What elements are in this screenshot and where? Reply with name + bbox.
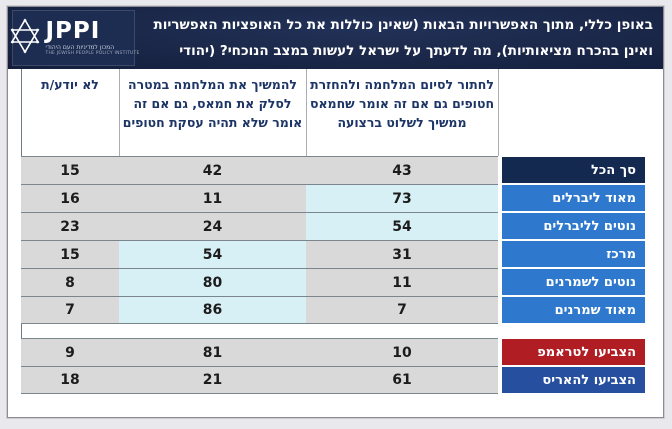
table-row: 7 86 7 מאוד שמרנים [8, 296, 663, 324]
logo-name-english: THE JEWISH PEOPLE POLICY INSTITUTE [45, 51, 140, 56]
row-label: מאוד שמרנים [502, 297, 645, 323]
row-values-bar: 18 21 61 [21, 366, 498, 394]
star-of-david-icon [8, 18, 42, 58]
value-cell: 23 [60, 218, 80, 235]
row-values-bar: 7 86 7 [21, 296, 498, 324]
header-bar: JPPI המכון למדיניות העם היהודי THE JEWIS… [8, 7, 663, 85]
page-title: באופן כללי, מתוך האפשרויות הבאות (שאינן … [143, 12, 653, 90]
value-cell: 54 [202, 246, 223, 263]
table-row: 15 42 43 סך הכל [8, 156, 663, 184]
value-cell: 73 [392, 190, 412, 207]
highlighted-cell [119, 241, 306, 268]
logo-name-hebrew: המכון למדיניות העם היהודי [45, 43, 115, 51]
value-cell: 42 [202, 162, 223, 179]
value-cell: 15 [60, 246, 80, 263]
highlighted-cell [119, 297, 306, 323]
table-rows: 15 42 43 סך הכל 16 11 73 מאוד ליברלים 23 24 54 נוטי… [8, 156, 663, 394]
value-cell: 8 [65, 274, 75, 291]
jppi-logo: JPPI המכון למדיניות העם היהודי THE JEWIS… [10, 10, 139, 66]
value-cell: 86 [202, 302, 223, 318]
value-cell: 43 [392, 162, 412, 179]
table-row: 9 81 10 הצביעו לטראמפ [8, 338, 663, 366]
value-cell: 54 [392, 218, 412, 235]
row-label: מרכז [502, 241, 645, 267]
value-cell: 81 [202, 344, 223, 361]
table-row: 18 21 61 הצביעו להאריס [8, 366, 663, 394]
row-label: נוטים לליברלים [502, 213, 645, 239]
value-cell: 11 [392, 274, 412, 291]
value-cell: 7 [65, 302, 75, 318]
value-cell: 16 [60, 190, 80, 207]
row-values-bar: 15 42 43 [21, 156, 498, 184]
table-row: 8 80 11 נוטים לשמרנים [8, 268, 663, 296]
column-header-continue-war: להמשיך את המלחמה במטרה לסלק את חמאס, גם … [122, 77, 303, 130]
table-row: 16 11 73 מאוד ליברלים [8, 184, 663, 212]
row-label: נוטים לשמרנים [502, 269, 645, 295]
row-label: הצביעו להאריס [502, 367, 645, 393]
title-line-1: באופן כללי, מתוך האפשרויות הבאות (שאינן … [153, 17, 653, 33]
logo-text: JPPI המכון למדיניות העם היהודי THE JEWIS… [45, 17, 140, 57]
row-values-bar: 15 54 31 [21, 240, 498, 268]
column-divider [306, 69, 307, 156]
row-label: סך הכל [502, 157, 645, 183]
highlighted-cell [306, 185, 498, 212]
column-divider [498, 69, 499, 156]
row-values-bar: 16 11 73 [21, 184, 498, 212]
column-divider [119, 69, 120, 156]
value-cell: 9 [65, 344, 75, 361]
title-line-2: ואינן בהכרח מציאותיות), מה לדעתך על ישרא… [179, 43, 653, 85]
row-label: מאוד ליברלים [502, 185, 645, 211]
value-cell: 80 [202, 274, 223, 291]
value-cell: 7 [397, 302, 407, 318]
value-cell: 10 [392, 344, 412, 361]
value-cell: 11 [202, 190, 223, 207]
value-cell: 24 [202, 218, 223, 235]
value-cell: 61 [392, 372, 412, 388]
column-header-end-war: לחתור לסיום המלחמה ולהחזרת חטופים גם אם … [309, 77, 495, 130]
logo-acronym: JPPI [45, 17, 101, 44]
row-values-bar: 9 81 10 [21, 338, 498, 366]
highlighted-cell [119, 269, 306, 296]
figure-frame: JPPI המכון למדיניות העם היהודי THE JEWIS… [7, 6, 664, 418]
row-label: הצביעו לטראמפ [502, 339, 645, 365]
value-cell: 18 [60, 372, 80, 388]
value-cell: 21 [202, 372, 223, 388]
value-cell: 15 [60, 162, 80, 179]
highlighted-cell [306, 213, 498, 240]
row-values-bar: 8 80 11 [21, 268, 498, 296]
value-cell: 31 [392, 246, 412, 263]
table-row: 23 24 54 נוטים לליברלים [8, 212, 663, 240]
table-row: 15 54 31 מרכז [8, 240, 663, 268]
column-header-dont-know: לא יודע/ת [41, 77, 99, 92]
row-values-bar: 23 24 54 [21, 212, 498, 240]
